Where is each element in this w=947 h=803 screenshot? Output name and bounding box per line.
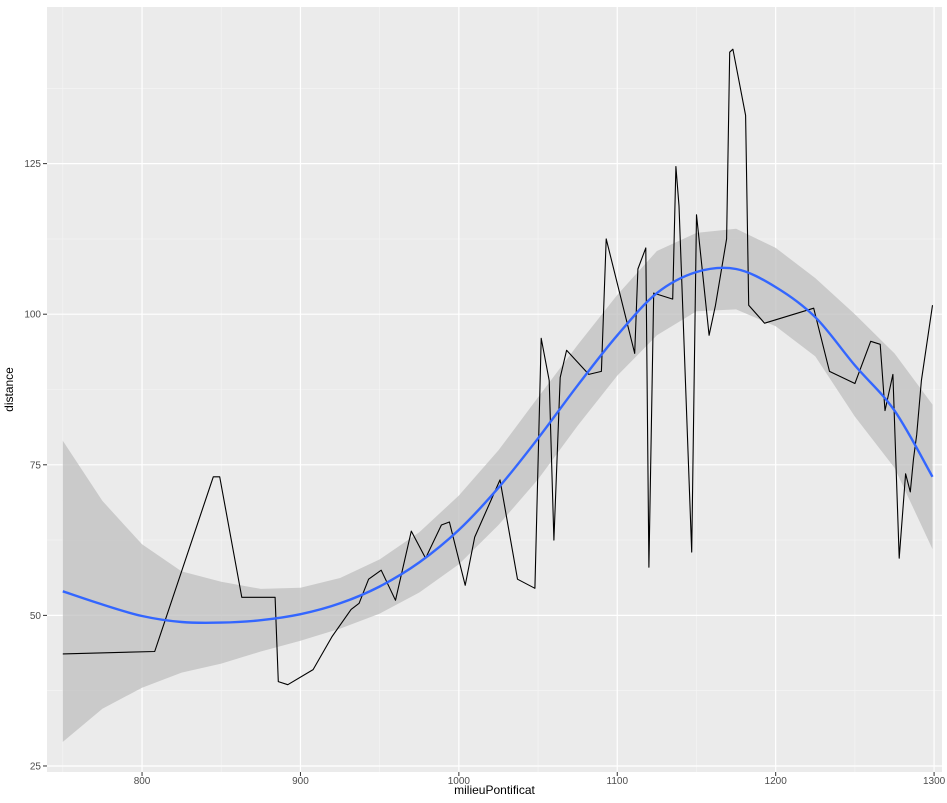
major-gridlines <box>47 7 942 772</box>
smooth-trend-line <box>62 266 934 625</box>
distance-line <box>62 48 934 686</box>
x-tick-label: 1100 <box>607 776 629 787</box>
y-tick-label: 100 <box>24 310 41 321</box>
x-tick-label: 900 <box>292 776 309 787</box>
y-axis: 25 50 75 100 125 <box>24 159 47 772</box>
y-tick-label: 25 <box>30 761 42 772</box>
x-axis-title: milieuPontificat <box>454 783 535 797</box>
y-axis-title: distance <box>2 367 16 412</box>
x-tick-label: 800 <box>134 776 151 787</box>
y-tick-label: 75 <box>30 460 42 471</box>
minor-gridlines <box>47 7 942 772</box>
x-tick-label: 1000 <box>448 776 471 787</box>
y-tick-label: 125 <box>24 159 41 170</box>
x-tick-label: 1300 <box>923 776 946 787</box>
x-axis: 800 900 1000 1100 1200 1300 <box>134 772 946 787</box>
y-tick-label: 50 <box>30 611 42 622</box>
x-tick-label: 1200 <box>765 776 788 787</box>
